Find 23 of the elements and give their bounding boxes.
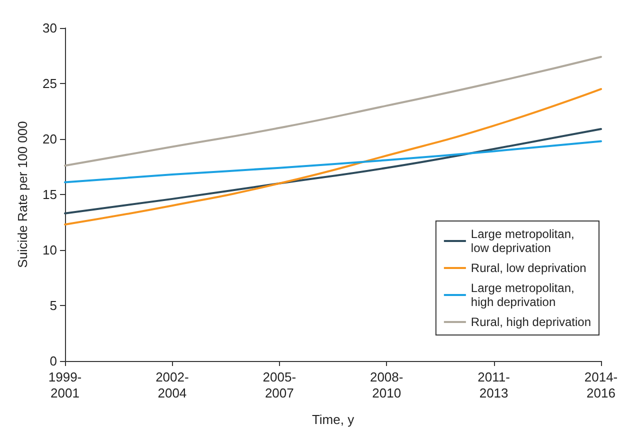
x-tick-label: 2014- 2016 [584, 370, 618, 400]
line-series [64, 88, 602, 226]
y-tick-label: 20 [42, 132, 57, 146]
y-tick-label: 25 [42, 76, 57, 91]
x-tick-label: 2011- 2013 [478, 370, 510, 400]
line-series [64, 140, 602, 184]
line-series [64, 56, 602, 167]
legend-label: Rural, low deprivation [470, 261, 586, 275]
x-tick-label: 2008- 2010 [370, 370, 404, 400]
line-series [64, 128, 602, 214]
y-tick-label: 15 [42, 187, 57, 202]
x-axis-title: Time, y [312, 412, 355, 427]
legend-label: Large metropolitan, high deprivation [470, 281, 574, 309]
y-tick-label: 10 [42, 242, 57, 258]
y-tick-label: 5 [50, 298, 57, 313]
y-axis-title: Suicide Rate per 100 000 [15, 121, 30, 268]
x-tick-label: 2002- 2004 [156, 370, 189, 400]
legend-label: Rural, high deprivation [470, 315, 592, 329]
x-tick-label: 2005- 2007 [262, 370, 296, 400]
legend-label: Large metropolitan, low deprivation [470, 227, 574, 255]
x-tick-label: 1999- 2001 [48, 370, 82, 400]
y-tick-label: 0 [50, 354, 57, 368]
y-tick-label: 30 [42, 20, 57, 36]
